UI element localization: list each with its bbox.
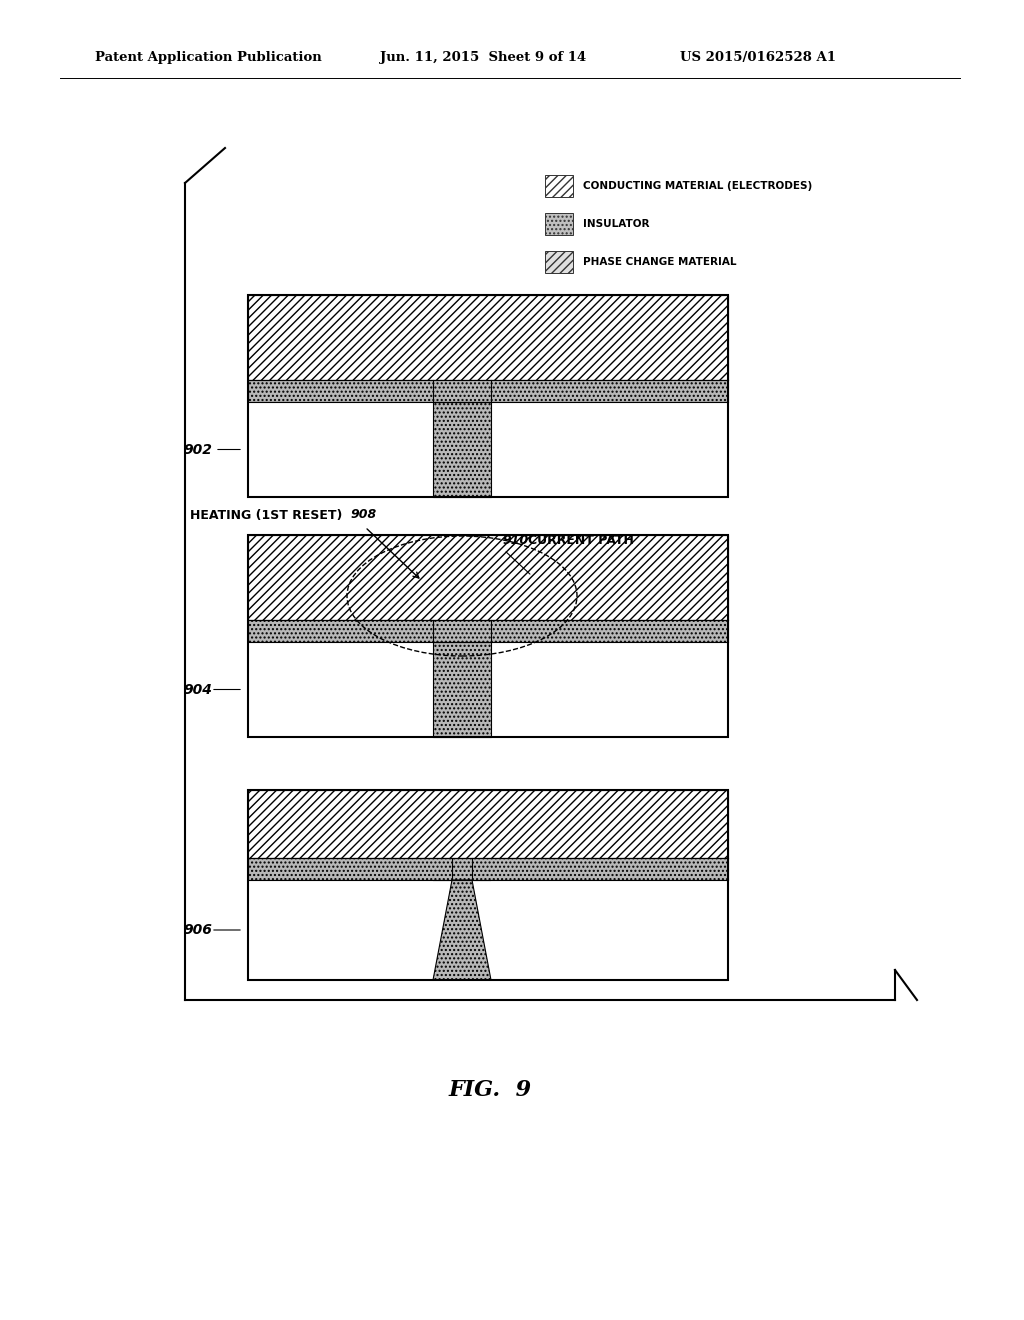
Bar	[248, 642, 433, 737]
Bar	[433, 642, 490, 737]
Text: Patent Application Publication: Patent Application Publication	[95, 51, 322, 65]
Bar	[248, 880, 433, 979]
Text: INSULATOR: INSULATOR	[583, 219, 649, 228]
Text: 910: 910	[502, 533, 528, 546]
Polygon shape	[433, 880, 490, 979]
Text: HEATING (1ST RESET): HEATING (1ST RESET)	[190, 508, 342, 521]
Text: 908: 908	[350, 508, 376, 521]
Text: 902: 902	[183, 442, 212, 457]
Text: FIG.  9: FIG. 9	[449, 1078, 531, 1101]
Bar	[490, 880, 728, 979]
Bar	[248, 620, 728, 642]
Bar	[248, 294, 728, 498]
Bar	[248, 535, 728, 737]
Bar	[545, 251, 573, 273]
Text: Jun. 11, 2015  Sheet 9 of 14: Jun. 11, 2015 Sheet 9 of 14	[380, 51, 587, 65]
Bar	[248, 535, 728, 620]
Text: 906: 906	[183, 923, 212, 937]
Bar	[248, 380, 728, 403]
Bar	[248, 858, 728, 880]
Text: CURRENT PATH: CURRENT PATH	[528, 533, 634, 546]
Bar	[248, 403, 433, 498]
Bar	[545, 213, 573, 235]
Bar	[248, 789, 728, 979]
Bar	[248, 789, 728, 858]
Text: CONDUCTING MATERIAL (ELECTRODES): CONDUCTING MATERIAL (ELECTRODES)	[583, 181, 812, 191]
Bar	[433, 403, 490, 498]
Bar	[490, 403, 728, 498]
Text: US 2015/0162528 A1: US 2015/0162528 A1	[680, 51, 836, 65]
Bar	[490, 642, 728, 737]
Text: 904: 904	[183, 682, 212, 697]
Bar	[545, 176, 573, 197]
Bar	[248, 294, 728, 380]
Text: PHASE CHANGE MATERIAL: PHASE CHANGE MATERIAL	[583, 257, 736, 267]
